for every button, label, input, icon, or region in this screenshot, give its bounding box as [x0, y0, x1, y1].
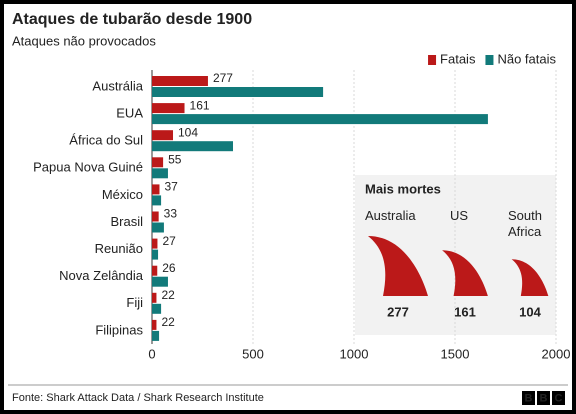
legend-swatch	[485, 55, 493, 65]
inset-value: 277	[387, 304, 409, 319]
x-tick-label: 500	[242, 346, 264, 361]
bar	[152, 331, 159, 341]
value-label: 22	[161, 315, 175, 329]
logo-letter: B	[540, 392, 548, 404]
x-tick-label: 2000	[542, 346, 571, 361]
bar	[152, 130, 173, 140]
x-tick-label: 1500	[441, 346, 470, 361]
bar	[152, 277, 168, 287]
bar	[152, 76, 208, 86]
bar	[152, 223, 164, 233]
inset-label: Australia	[365, 208, 411, 224]
logo-letter: C	[555, 392, 563, 404]
bar	[152, 157, 163, 167]
chart: Ataques de tubarão desde 1900 Ataques nã…	[0, 0, 576, 414]
bar	[152, 304, 161, 314]
footer: Fonte: Shark Attack Data / Shark Researc…	[12, 392, 264, 404]
y-tick-label: Reunião	[95, 241, 143, 256]
bar	[152, 103, 185, 113]
bar	[152, 212, 159, 222]
value-label: 27	[162, 234, 176, 248]
inset-label: US	[450, 208, 496, 224]
inset-value: 104	[519, 304, 541, 319]
y-tick-label: Papua Nova Guiné	[33, 160, 143, 175]
bar	[152, 250, 158, 260]
value-label: 37	[164, 180, 178, 194]
bar	[152, 184, 159, 194]
logo-letter: B	[525, 392, 533, 404]
y-tick-label: Nova Zelândia	[59, 268, 144, 283]
legend-swatch	[428, 55, 436, 65]
page: Ataques de tubarão desde 1900 Ataques nã…	[0, 0, 576, 414]
value-label: 104	[178, 125, 198, 139]
value-label: 22	[161, 288, 175, 302]
legend-label: Não fatais	[497, 51, 556, 66]
legend-label: Fatais	[440, 51, 476, 66]
bar	[152, 87, 323, 97]
bar	[152, 239, 157, 249]
y-tick-label: Brasil	[110, 214, 143, 229]
x-tick-label: 1000	[340, 346, 369, 361]
bar	[152, 195, 161, 205]
bar	[152, 293, 156, 303]
chart-subtitle: Ataques não provocados	[12, 33, 156, 48]
y-tick-label: EUA	[116, 106, 143, 121]
value-label: 26	[162, 261, 176, 275]
chart-title: Ataques de tubarão desde 1900	[12, 11, 252, 28]
y-tick-label: Fiji	[126, 295, 143, 310]
bar	[152, 141, 233, 151]
value-label: 33	[164, 207, 178, 221]
value-label: 161	[190, 98, 210, 112]
bar	[152, 168, 168, 178]
bar	[152, 320, 156, 330]
bar	[152, 266, 157, 276]
bar	[152, 114, 488, 124]
y-tick-label: Filipinas	[95, 322, 143, 337]
x-tick-label: 0	[148, 346, 155, 361]
y-tick-label: México	[102, 187, 143, 202]
y-tick-label: África do Sul	[69, 133, 143, 148]
inset-title: Mais mortes	[365, 181, 441, 196]
y-tick-label: Austrália	[92, 78, 143, 93]
value-label: 55	[168, 152, 182, 166]
inset-value: 161	[454, 304, 476, 319]
value-label: 277	[213, 71, 233, 85]
inset-label: South Africa	[508, 208, 554, 240]
